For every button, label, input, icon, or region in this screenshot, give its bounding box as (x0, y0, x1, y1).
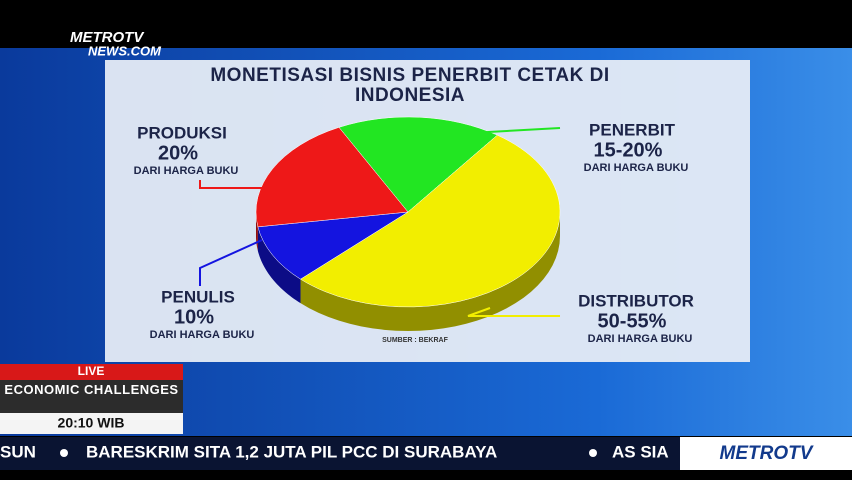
value-label: 15-20% (594, 139, 663, 161)
label-note: DARI HARGA BUKU (588, 333, 693, 345)
ticker-text: BARESKRIM SITA 1,2 JUTA PIL PCC DI SURAB… (86, 442, 497, 461)
leader-line (467, 307, 560, 317)
slice (300, 134, 561, 308)
program: ECONOMIC CHALLENGES (4, 382, 179, 397)
slice-label: DISTRIBUTOR (578, 291, 694, 310)
ticker-dot (60, 449, 68, 457)
label-note: DARI HARGA BUKU (584, 162, 689, 174)
slice-side (257, 226, 301, 304)
slice (255, 127, 409, 228)
program-box (0, 380, 183, 413)
slice-side (300, 212, 560, 331)
slice-label: PRODUKSI (137, 123, 227, 142)
value-label: 50-55% (598, 310, 667, 332)
slice (257, 211, 409, 280)
source: SUMBER : BEKRAF (382, 337, 448, 344)
program-wrap: ECONOMIC CHALLENGES (4, 382, 179, 397)
slice (338, 116, 498, 213)
label-note: DARI HARGA BUKU (134, 165, 239, 177)
label-note: DARI HARGA BUKU (150, 329, 255, 341)
ticker-text: SUN (0, 442, 36, 461)
leader-line (199, 180, 262, 189)
live-box (0, 364, 183, 380)
logo-top: METROTV (70, 29, 145, 46)
logo-top: NEWS.COM (88, 43, 162, 58)
leader-line (469, 127, 561, 134)
chart-title: MONETISASI BISNIS PENERBIT CETAK DI INDO… (210, 65, 610, 106)
live: LIVE (78, 364, 105, 378)
ticker-dot (589, 449, 597, 457)
logo-box (680, 437, 852, 470)
slice-label: PENULIS (161, 287, 235, 306)
leader-line (199, 239, 263, 286)
logo-bottom: METROTV (720, 443, 814, 464)
slice-label: PENERBIT (589, 120, 676, 139)
time-box (0, 413, 183, 434)
value-label: 10% (174, 306, 214, 328)
time: 20:10 WIB (58, 415, 125, 431)
value-label: 20% (158, 142, 198, 164)
ticker-text: AS SIA (612, 442, 669, 461)
